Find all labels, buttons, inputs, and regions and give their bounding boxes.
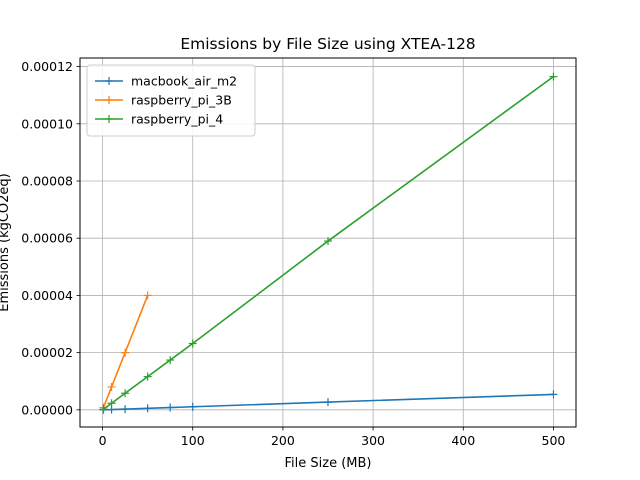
ticks: 0 100 200 300 400 500 0.00000 0.00002 0.00004 0.0…: [21, 59, 565, 448]
data-point: [121, 389, 130, 398]
legend-item-macbook_air_m2: macbook_air_m2: [95, 74, 237, 89]
x-tick-label: 0: [99, 433, 107, 448]
data-point: [121, 405, 130, 414]
y-tick-label: 0.00000: [21, 402, 73, 417]
data-point: [324, 237, 332, 246]
data-point: [324, 398, 332, 407]
data-point: [121, 348, 130, 357]
legend-marker: [105, 77, 113, 85]
data-point: [143, 404, 152, 413]
series-line: [102, 75, 554, 410]
legend-label: macbook_air_m2: [131, 74, 237, 89]
x-tick-label: 200: [271, 433, 295, 448]
x-tick-label: 300: [361, 433, 385, 448]
plot-frame: [79, 57, 577, 428]
x-axis-label: File Size (MB): [285, 456, 372, 471]
y-axis-label: Emissions (kgCO2eq): [0, 173, 12, 312]
legend-item-raspberry_pi_4: raspberry_pi_4: [95, 112, 223, 127]
y-tick-label: 0.00012: [21, 59, 73, 74]
y-tick-label: 0.00002: [21, 345, 73, 360]
data-point: [188, 402, 197, 411]
data-point: [107, 399, 116, 408]
y-tick-label: 0.00008: [21, 174, 73, 189]
legend: macbook_air_m2 raspberry_pi_3B raspberry_p…: [86, 64, 256, 137]
y-tick-label: 0.00010: [21, 116, 73, 131]
legend-item-raspberry_pi_3B: raspberry_pi_3B: [95, 93, 232, 108]
data-point: [143, 372, 152, 381]
legend-label: raspberry_pi_3B: [131, 93, 232, 108]
data-point: [549, 390, 558, 399]
data-point: [549, 72, 558, 81]
series-raspberry_pi_3B: [99, 291, 152, 412]
data-point: [143, 291, 152, 300]
legend-marker: [105, 115, 113, 123]
y-tick-label: 0.00006: [21, 231, 73, 246]
legend-box: [86, 64, 256, 137]
x-tick-label: 400: [451, 433, 475, 448]
y-tick-label: 0.00004: [21, 288, 73, 303]
series-raspberry_pi_4: [99, 72, 558, 414]
data-point: [166, 403, 175, 412]
series-layer: [99, 72, 558, 414]
series-line: [102, 295, 149, 408]
legend-label: raspberry_pi_4: [131, 112, 223, 127]
data-point: [99, 405, 108, 414]
x-tick-label: 500: [542, 433, 566, 448]
data-point: [188, 339, 197, 348]
data-point: [166, 356, 175, 365]
chart-title: Emissions by File Size using XTEA-128: [180, 35, 475, 53]
x-tick-label: 100: [181, 433, 205, 448]
data-point: [107, 382, 116, 391]
legend-marker: [105, 96, 113, 104]
